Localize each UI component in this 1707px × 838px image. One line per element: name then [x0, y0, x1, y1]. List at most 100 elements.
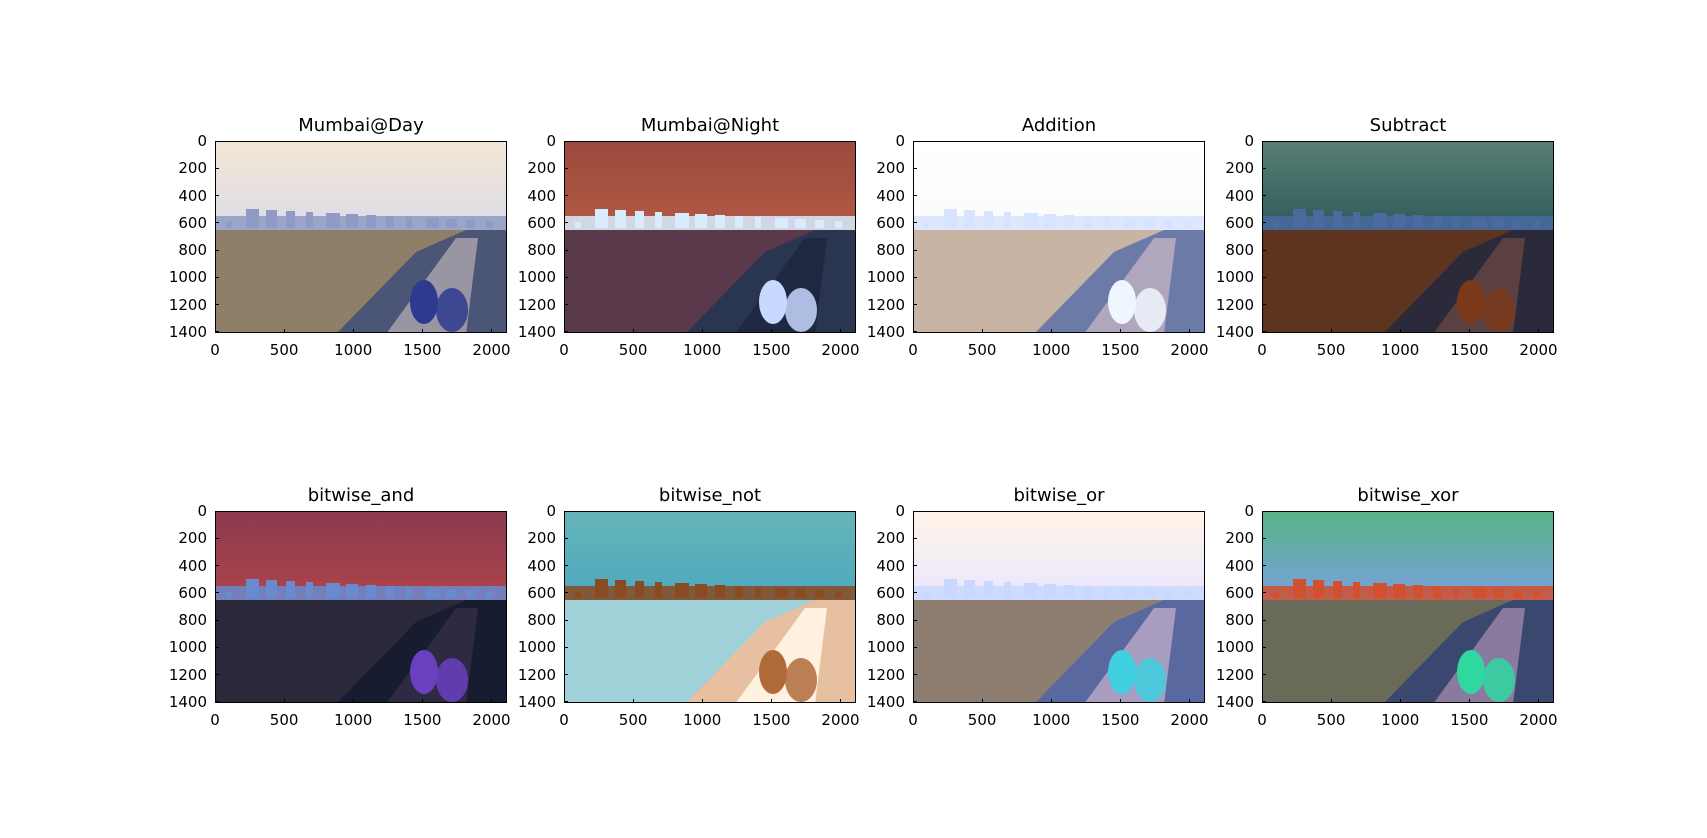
y-tick-mark — [215, 537, 219, 539]
x-tick-label: 1000 — [334, 711, 373, 729]
skyline-building — [1413, 215, 1423, 228]
skyline-building — [306, 212, 313, 228]
skyline-building — [1124, 218, 1137, 228]
x-tick-mark — [1189, 329, 1190, 333]
x-tick-label: 2000 — [821, 711, 860, 729]
skyline-building — [1493, 219, 1504, 228]
y-tick-label: 1000 — [168, 268, 207, 287]
y-tick-mark — [1262, 195, 1266, 197]
skyline-building — [1064, 585, 1074, 598]
skyline-building — [1084, 216, 1092, 228]
image-content — [216, 142, 506, 332]
skyline-building — [1104, 217, 1110, 228]
x-tick-mark — [840, 699, 841, 703]
skyline-building — [1373, 583, 1387, 598]
x-tick-label: 1500 — [1101, 341, 1140, 359]
skyline-region — [1263, 586, 1553, 602]
skyline-building — [695, 584, 707, 598]
skyline-building — [326, 583, 340, 598]
person-figure — [785, 658, 817, 702]
x-tick-label: 1000 — [1032, 711, 1071, 729]
person-figure — [1108, 650, 1136, 694]
y-tick-mark — [1262, 276, 1266, 278]
y-tick-mark — [1262, 701, 1266, 703]
x-tick-mark — [1538, 699, 1539, 703]
skyline-building — [755, 587, 761, 598]
skyline-building — [406, 587, 412, 598]
y-tick-label: 800 — [876, 611, 905, 630]
skyline-building — [595, 209, 608, 228]
y-tick-label: 0 — [546, 502, 556, 520]
y-tick-label: 400 — [876, 186, 905, 205]
x-tick-mark — [283, 329, 285, 333]
y-tick-label: 800 — [178, 241, 207, 260]
skyline-building — [1533, 221, 1540, 228]
y-tick-mark — [913, 619, 917, 621]
skyline-building — [1453, 587, 1459, 598]
skyline-building — [1024, 583, 1038, 598]
y-tick-mark — [564, 510, 568, 512]
skyline-building — [815, 590, 824, 598]
person-figure — [1108, 280, 1136, 324]
y-tick-mark — [913, 222, 917, 224]
skyline-building — [1413, 585, 1423, 598]
y-tick-mark — [1262, 510, 1266, 512]
subplot-title: bitwise_and — [307, 485, 415, 506]
y-tick-mark — [913, 331, 917, 333]
skyline-building — [1333, 581, 1342, 598]
skyline-building — [406, 217, 412, 228]
x-tick-mark — [770, 329, 772, 333]
y-tick-mark — [1262, 646, 1266, 648]
skyline-building — [715, 215, 725, 228]
skyline-building — [944, 209, 957, 228]
x-tick-label: 500 — [618, 341, 648, 359]
skyline-building — [466, 220, 475, 228]
y-tick-label: 600 — [1225, 583, 1254, 602]
x-tick-mark — [1399, 329, 1401, 333]
skyline-building — [835, 591, 842, 598]
x-tick-label: 500 — [269, 711, 299, 729]
skyline-building — [635, 581, 644, 598]
y-tick-mark — [564, 304, 568, 306]
skyline-building — [366, 215, 376, 228]
person-figure — [436, 288, 468, 332]
image-axes — [913, 511, 1205, 703]
image-axes — [1262, 141, 1554, 333]
y-tick-label: 400 — [527, 556, 556, 575]
y-tick-label: 600 — [178, 583, 207, 602]
y-tick-mark — [913, 167, 917, 169]
x-tick-mark — [912, 329, 914, 333]
skyline-building — [924, 222, 930, 228]
skyline-building — [1353, 582, 1360, 598]
y-tick-label: 1200 — [517, 295, 556, 314]
x-tick-mark — [352, 329, 354, 333]
x-tick-mark — [912, 699, 914, 703]
y-tick-mark — [1262, 167, 1266, 169]
skyline-building — [226, 592, 232, 598]
skyline-building — [1453, 217, 1459, 228]
skyline-building — [1493, 589, 1504, 598]
skyline-building — [366, 585, 376, 598]
x-tick-label: 1500 — [1450, 711, 1489, 729]
skyline-building — [984, 211, 993, 228]
x-tick-label: 1500 — [752, 711, 791, 729]
subplot-6: bitwise_or 0 200 400 600 800 1000 1200 1400 0 500 1… — [867, 485, 1209, 729]
y-tick-mark — [564, 167, 568, 169]
subplot-5: bitwise_not 0 200 400 600 800 1000 1200 1400 0 500… — [518, 485, 860, 729]
skyline-building — [1393, 214, 1405, 228]
x-tick-label: 0 — [559, 341, 569, 359]
skyline-building — [775, 588, 788, 598]
y-tick-label: 1400 — [1215, 692, 1254, 711]
y-tick-label: 1000 — [517, 638, 556, 657]
skyline-building — [246, 209, 259, 228]
x-tick-mark — [1050, 329, 1052, 333]
x-tick-label: 0 — [908, 341, 918, 359]
subplot-title: Subtract — [1369, 115, 1447, 136]
subplot-title: bitwise_xor — [1357, 485, 1459, 506]
skyline-building — [1124, 588, 1137, 598]
x-tick-label: 0 — [908, 711, 918, 729]
image-content — [1263, 142, 1553, 332]
y-tick-mark — [215, 249, 219, 251]
skyline-building — [1164, 590, 1173, 598]
